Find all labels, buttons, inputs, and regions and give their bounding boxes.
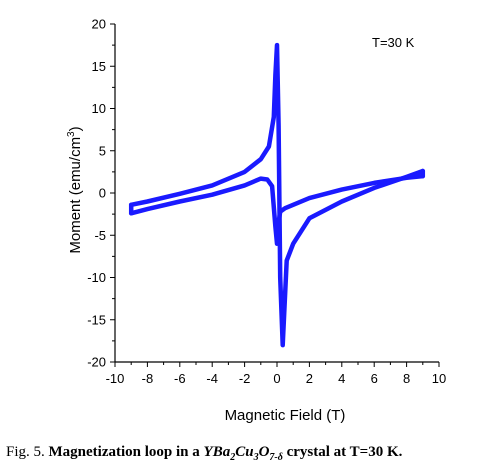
x-tick-label: 4 [338,371,345,386]
y-tick-label: -15 [87,312,106,327]
y-tick-label: 5 [99,143,106,158]
temperature-annotation: T=30 K [372,35,415,50]
figure-caption: Fig. 5. Magnetization loop in a YBa2Cu3O… [6,444,491,463]
hysteresis-branch-field-increasing [128,42,426,348]
y-tick-label: -20 [87,355,106,370]
x-tick-label: -6 [174,371,186,386]
x-tick-label: 0 [273,371,280,386]
x-tick-label: 10 [432,371,446,386]
curves-group [128,42,426,348]
caption-prefix: Fig. 5. [6,444,49,460]
x-tick-label: 6 [371,371,378,386]
x-tick-label: -4 [206,371,218,386]
x-tick-label: 8 [403,371,410,386]
y-tick-label: 20 [92,17,106,32]
x-tick-label: -2 [239,371,251,386]
y-tick-label: 0 [99,186,106,201]
caption-suffix: crystal at T=30 K. [282,444,403,460]
y-tick-label: 10 [92,101,106,116]
x-tick-label: -8 [142,371,154,386]
y-tick-label: 15 [92,59,106,74]
y-tick-label: -10 [87,270,106,285]
caption-formula: YBa2Cu3O7-δ [203,444,283,463]
y-axis-title: Moment (emu/cm3) [66,126,84,253]
x-tick-label: -10 [106,371,125,386]
x-axis-title: Magnetic Field (T) [225,407,346,424]
x-tick-label: 2 [306,371,313,386]
y-tick-label: -5 [94,228,106,243]
caption-bold-text: Magnetization loop in a [48,444,204,460]
hysteresis-branch-field-decreasing [128,173,426,246]
